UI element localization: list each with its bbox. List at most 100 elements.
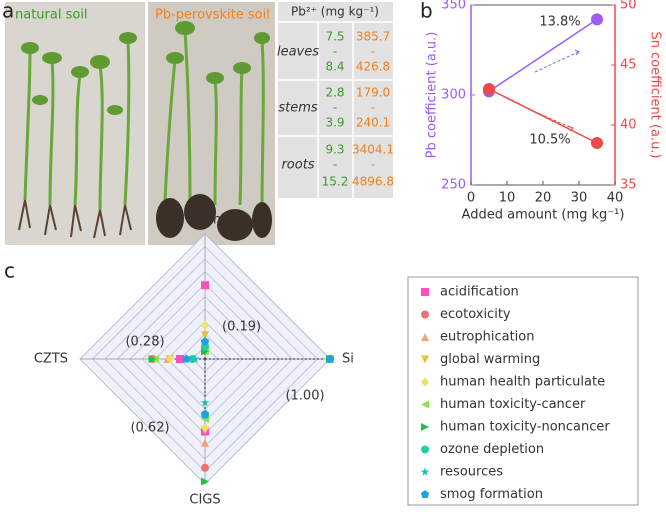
- data-point: [148, 355, 157, 363]
- y-tick-label: 250: [441, 178, 466, 193]
- axis-label: CIGS: [189, 493, 220, 508]
- cell: 9.3: [325, 143, 344, 157]
- legend-label: resources: [440, 465, 503, 480]
- data-point: [200, 337, 210, 346]
- legend-label: ozone depletion: [440, 442, 544, 457]
- annotation: 10.5%: [529, 133, 570, 148]
- y2-tick-label: 45: [620, 58, 637, 73]
- legend-box: [407, 276, 639, 506]
- x-axis-title: Added amount (mg kg⁻¹): [462, 208, 625, 223]
- table-background: [278, 2, 393, 198]
- y2-tick-label: 50: [620, 0, 637, 13]
- cell: -: [333, 45, 337, 59]
- cell: -: [371, 101, 375, 115]
- legend-label: ecotoxicity: [440, 307, 511, 322]
- cell: 7.5: [325, 30, 344, 44]
- cell: -: [371, 158, 375, 172]
- cell: 3.9: [325, 116, 344, 130]
- x-tick-label: 20: [535, 191, 552, 206]
- cell: 15.2: [322, 175, 349, 189]
- data-point: [201, 438, 209, 447]
- x-tick-label: 10: [499, 191, 516, 206]
- data-point: [201, 477, 209, 486]
- cell: 2.8: [325, 86, 344, 100]
- annotation: (0.62): [130, 421, 169, 436]
- data-point: [176, 355, 184, 363]
- trend-arrow: [534, 51, 579, 73]
- data-point: [201, 422, 209, 433]
- cell: -: [333, 101, 337, 115]
- panel-label: c: [4, 259, 15, 283]
- photo-label: natural soil: [15, 8, 88, 23]
- row-label: leaves: [277, 45, 319, 60]
- cell: 179.0: [356, 86, 390, 100]
- y-tick-label: 300: [441, 88, 466, 103]
- annotation: 13.8%: [539, 15, 580, 30]
- data-point: [201, 320, 209, 331]
- line-series: [488, 88, 598, 144]
- y2-axis-title: Sn coefficient (a.u.): [648, 31, 663, 158]
- legend-marker: [421, 355, 429, 364]
- y2-tick-label: 35: [620, 178, 637, 193]
- legend-marker: [420, 490, 430, 499]
- cell: 385.7: [356, 30, 390, 44]
- legend-marker: [421, 423, 429, 431]
- photo-perovskite: [148, 2, 275, 245]
- data-point: [200, 409, 210, 418]
- cell: 4896.8: [352, 175, 394, 189]
- legend-marker: [421, 377, 429, 387]
- annotation: (0.19): [222, 320, 261, 335]
- annotation: (1.00): [285, 389, 324, 404]
- data-point: [201, 331, 209, 340]
- legend-label: human toxicity-cancer: [440, 397, 586, 412]
- cell: 3404.1: [352, 143, 394, 157]
- data-point: [190, 354, 200, 363]
- photo-natural: [5, 2, 145, 245]
- legend-marker: [421, 333, 429, 341]
- arrow-head: [574, 49, 580, 56]
- cell: -: [371, 45, 375, 59]
- line-series: [488, 18, 598, 93]
- legend-label: eutrophication: [440, 330, 534, 345]
- data-point: [201, 281, 209, 290]
- y2-tick-label: 40: [620, 118, 637, 133]
- cell: 240.1: [356, 116, 390, 130]
- data-point: [182, 354, 191, 363]
- legend-label: global warming: [440, 352, 540, 367]
- panel-label: a: [2, 0, 14, 23]
- data-point: [483, 83, 495, 95]
- panel-label: b: [420, 0, 433, 23]
- x-tick-label: 30: [571, 191, 588, 206]
- table-lines: [278, 21, 393, 198]
- legend-marker: [421, 445, 429, 454]
- axis-label: CZTS: [34, 352, 68, 367]
- legend-label: human toxicity-noncancer: [440, 420, 610, 435]
- row-label: stems: [278, 101, 318, 116]
- legend-marker: [420, 467, 430, 476]
- x-tick-label: 0: [467, 191, 475, 206]
- cell: 426.8: [356, 60, 390, 74]
- legend-marker: [421, 400, 429, 409]
- annotation: (0.28): [125, 335, 164, 350]
- data-point: [591, 137, 603, 149]
- row-label: roots: [281, 158, 314, 173]
- legend-marker: [421, 288, 429, 296]
- data-point: [591, 13, 603, 26]
- data-point: [166, 354, 174, 364]
- data-point: [325, 354, 335, 363]
- legend-label: acidification: [440, 285, 519, 300]
- data-point: [201, 463, 209, 472]
- cell: -: [333, 158, 337, 172]
- data-point: [200, 397, 210, 407]
- photo-label: Pb-perovskite soil: [155, 8, 270, 23]
- legend-label: human health particulate: [440, 375, 605, 390]
- y-tick-label: 350: [441, 0, 466, 13]
- legend-label: smog formation: [440, 487, 543, 502]
- x-tick-label: 40: [607, 191, 624, 206]
- table-header: Pb²⁺ (mg kg⁻¹): [291, 5, 379, 19]
- cell: 8.4: [325, 60, 344, 74]
- axis-label: Si: [342, 352, 354, 367]
- legend-marker: [421, 310, 429, 319]
- y-axis-title: Pb coefficient (a.u.): [425, 32, 440, 159]
